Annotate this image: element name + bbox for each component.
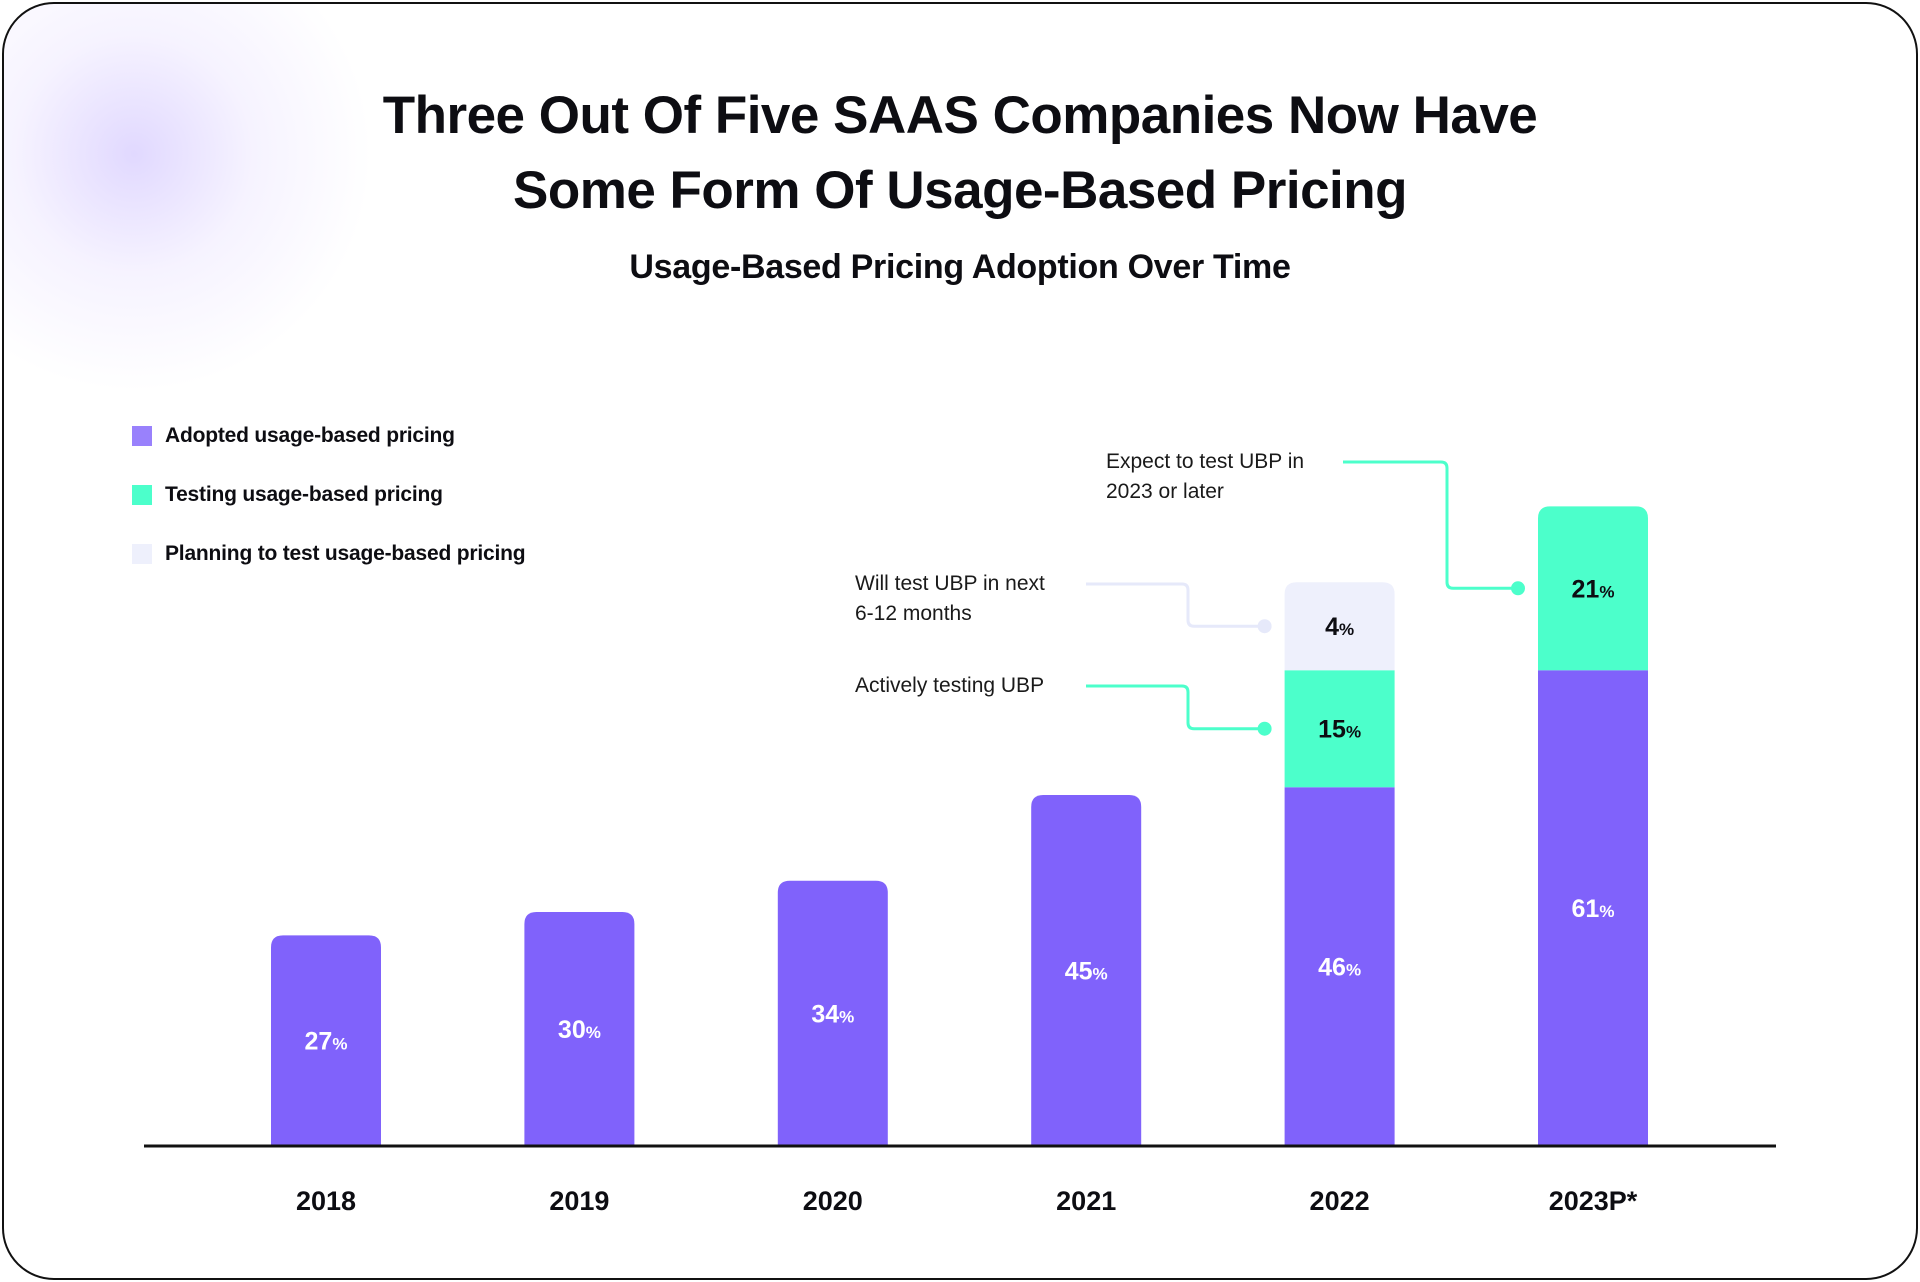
- data-label: 4%: [1325, 613, 1354, 641]
- data-label: 30%: [558, 1016, 601, 1044]
- annotation-expect-to-test: Expect to test UBP in 2023 or later: [1106, 447, 1304, 507]
- bar-segment: [777, 880, 888, 1146]
- annotation-connector: [1086, 582, 1265, 628]
- chart-title: Three Out Of Five SAAS Companies Now Hav…: [0, 78, 1920, 228]
- annotation-text: Expect to test UBP in: [1106, 450, 1305, 473]
- x-tick-label: 2023P*: [1549, 1186, 1638, 1216]
- annotation-actively-testing: Actively testing UBP: [855, 671, 1044, 701]
- bar-segment: [271, 935, 381, 1146]
- bar-segment: [1284, 582, 1395, 671]
- data-label: 21%: [1572, 575, 1615, 603]
- chart-title-line-2: Some Form Of Usage-Based Pricing: [512, 161, 1408, 220]
- annotation-connector: [1343, 460, 1518, 590]
- bar-segment: [1538, 670, 1648, 1146]
- bar-segment: [524, 912, 635, 1146]
- x-tick-label: 2022: [1310, 1186, 1370, 1216]
- bar-segment: [1284, 787, 1395, 1146]
- legend-item-adopted: Adopted usage-based pricing: [132, 424, 525, 448]
- legend: Adopted usage-based pricing Testing usag…: [132, 424, 526, 601]
- annotation-will-test: Will test UBP in next 6-12 months: [855, 569, 1045, 629]
- chart-title-line-1: Three Out Of Five SAAS Companies Now Hav…: [382, 86, 1538, 145]
- data-label: 61%: [1572, 895, 1615, 923]
- legend-label-adopted: Adopted usage-based pricing: [165, 424, 455, 447]
- x-tick-label: 2018: [296, 1186, 356, 1216]
- annotation-connector: [1086, 684, 1265, 731]
- data-label: 27%: [305, 1028, 348, 1056]
- bar-segment: [1031, 795, 1142, 1146]
- legend-swatch-testing: [132, 485, 152, 505]
- annotation-dot: [1511, 581, 1525, 596]
- data-label: 34%: [811, 1000, 854, 1028]
- annotation-text: Actively testing UBP: [855, 674, 1045, 697]
- legend-item-testing: Testing usage-based pricing: [132, 483, 525, 507]
- annotation-dot: [1257, 721, 1272, 736]
- legend-label-planning: Planning to test usage-based pricing: [165, 542, 526, 565]
- x-tick-label: 2021: [1056, 1186, 1116, 1216]
- data-label: 45%: [1065, 958, 1108, 986]
- chart-subtitle: Usage-Based Pricing Adoption Over Time: [629, 248, 1291, 286]
- data-label: 46%: [1318, 954, 1361, 982]
- bar-segment: [1284, 670, 1395, 788]
- bar-segment: [1538, 506, 1648, 671]
- x-tick-label: 2020: [803, 1186, 863, 1216]
- legend-label-testing: Testing usage-based pricing: [165, 483, 443, 506]
- data-label: 15%: [1318, 716, 1361, 744]
- legend-swatch-adopted: [132, 426, 152, 446]
- annotation-dot: [1257, 619, 1272, 634]
- legend-item-planning: Planning to test usage-based pricing: [132, 542, 526, 566]
- annotation-text: 2023 or later: [1106, 480, 1224, 503]
- x-tick-label: 2019: [549, 1186, 609, 1216]
- annotation-text: 6-12 months: [855, 602, 972, 625]
- legend-swatch-planning: [132, 544, 152, 564]
- annotation-text: Will test UBP in next: [855, 572, 1045, 595]
